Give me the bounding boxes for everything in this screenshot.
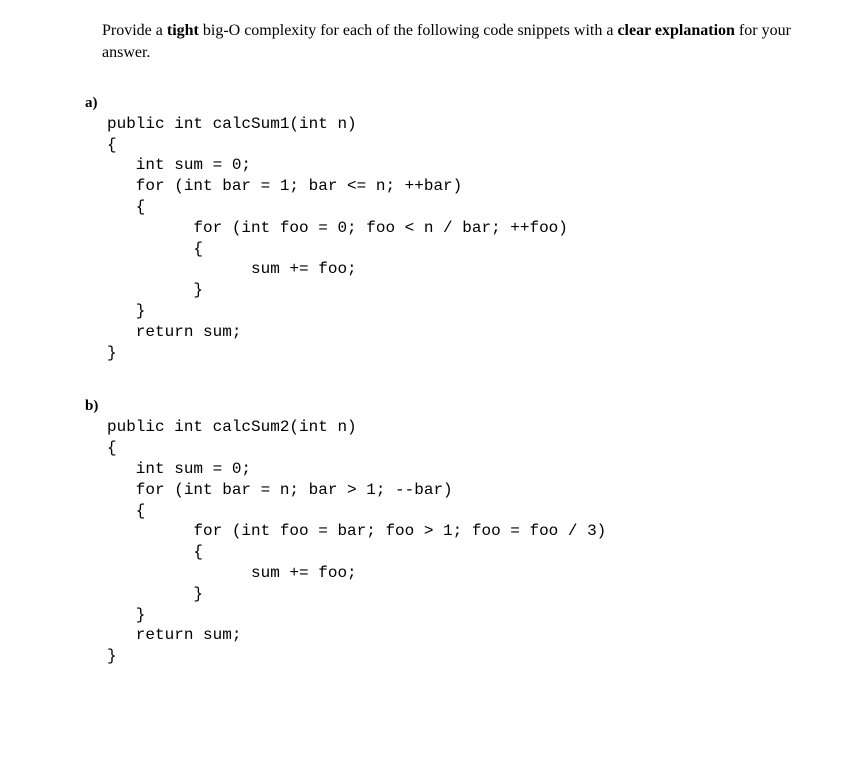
instruction-bold1: tight (167, 22, 199, 39)
part-a-container: a) public int calcSum1(int n) { int sum … (85, 95, 803, 364)
instruction-mid1: big-O complexity for each of the followi… (199, 22, 618, 39)
part-a-code: public int calcSum1(int n) { int sum = 0… (107, 114, 803, 364)
part-b-code: public int calcSum2(int n) { int sum = 0… (107, 417, 803, 667)
instruction-bold2: clear explanation (617, 22, 734, 39)
instruction-text: Provide a tight big-O complexity for eac… (102, 20, 803, 65)
part-b-label: b) (85, 398, 98, 415)
instruction-pre1: Provide a (102, 22, 167, 39)
part-a-label: a) (85, 95, 803, 112)
part-b-container: b) public int calcSum2(int n) { int sum … (85, 398, 803, 667)
